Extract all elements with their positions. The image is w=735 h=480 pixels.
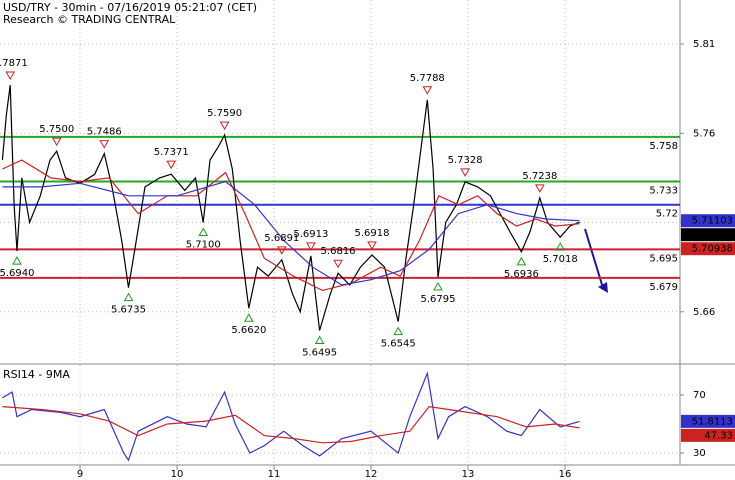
peak-marker [276,246,287,255]
marker-label: 5.7500 [39,124,74,135]
x-tick-label: 13 [462,469,475,480]
trough-marker [555,242,566,251]
marker-label: 5.6545 [381,339,416,350]
value-box [681,228,735,242]
x-tick-label: 11 [268,469,281,480]
value-box-label: 51.8113 [692,416,733,427]
level-label: 5.679 [649,282,678,293]
forecast-arrowhead [598,282,608,293]
peak-marker [5,71,16,80]
y-tick-label: 5.76 [693,128,715,139]
peak-marker [219,121,230,131]
x-tick-label: 10 [171,469,184,480]
marker-label: 5.6918 [355,228,390,239]
marker-label: 5.6936 [504,269,539,280]
marker-label: 5.6735 [111,305,146,316]
value-box [681,214,735,228]
x-tick-label: 16 [559,469,572,480]
peak-marker [534,184,545,193]
marker-label: 5.6495 [302,348,337,359]
marker-label: 5.7871 [0,58,28,69]
value-box [681,242,735,256]
x-tick-label: 9 [77,469,83,480]
value-box-label: 5.70938 [692,244,733,255]
level-label: 5.72 [656,209,678,220]
y-tick-label: 5.81 [693,39,715,50]
series-line [2,371,580,462]
series-line [2,159,580,292]
marker-label: 5.7590 [207,108,242,119]
panel-title: RSI14 - 9MA [3,368,70,381]
trough-marker [393,326,404,336]
marker-label: 5.6940 [0,268,34,279]
series-line [2,405,580,444]
peak-marker [460,168,470,177]
peak-marker [333,259,343,269]
y-tick-label: 70 [693,390,706,401]
peak-marker [306,242,316,251]
peak-marker [367,241,377,251]
marker-label: 5.6891 [264,233,299,244]
trough-marker [314,335,325,345]
peak-marker [99,140,110,149]
trough-marker [433,281,443,291]
series-line [2,180,580,286]
marker-label: 5.7371 [154,147,189,158]
peak-marker [51,137,62,147]
marker-label: 5.7018 [543,254,578,265]
marker-label: 5.6913 [293,229,328,240]
trough-marker [198,227,209,237]
value-box-label: 47.33 [704,430,733,441]
value-box-label: 5.7103 [698,230,733,241]
trough-marker [516,256,527,266]
marker-label: 5.7100 [186,240,221,251]
trough-marker [243,313,254,322]
level-label: 5.733 [649,186,678,197]
trough-marker [12,256,22,265]
value-box-label: 5.71103 [692,216,733,227]
y-tick-label: 30 [693,448,706,459]
marker-label: 5.7788 [410,73,445,84]
peak-marker [422,86,433,95]
marker-label: 5.6795 [420,294,455,305]
chart-title: USD/TRY - 30min - 07/16/2019 05:21:07 (C… [3,1,257,14]
trough-marker [123,292,134,302]
chart-subtitle: Research © TRADING CENTRAL [3,13,176,26]
marker-label: 5.6816 [321,246,356,257]
level-label: 5.695 [649,253,678,264]
marker-label: 5.7486 [87,127,122,138]
value-box [681,428,735,442]
peak-marker [166,160,177,170]
marker-label: 5.7238 [522,171,557,182]
marker-label: 5.7328 [448,155,483,166]
level-label: 5.758 [649,141,678,152]
y-tick-label: 5.66 [693,307,715,318]
x-tick-label: 12 [365,469,378,480]
value-box [681,414,735,428]
marker-label: 5.6620 [231,325,266,336]
